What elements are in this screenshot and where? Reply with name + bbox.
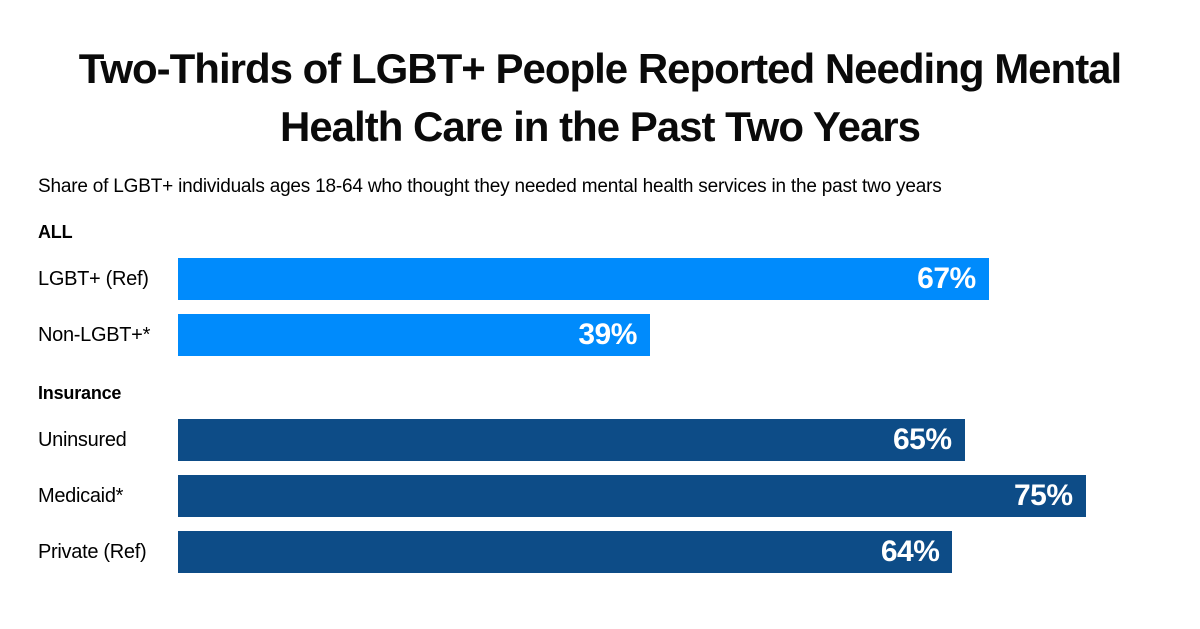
bar-value-label: 64% (880, 535, 940, 568)
bar: 39% (178, 314, 650, 356)
bar: 75% (178, 475, 1086, 517)
bar-track: 75% (178, 475, 1162, 517)
bar-track: 67% (178, 258, 1162, 300)
bar-track: 39% (178, 314, 1162, 356)
group-heading: Insurance (38, 383, 122, 403)
bar-category-label: Private (Ref) (38, 540, 147, 563)
bar-group: ALL LGBT+ (Ref) 67% Non-LGBT+* 39% (38, 222, 1162, 356)
bar-row: LGBT+ (Ref) 67% (38, 258, 1162, 300)
bar-track: 65% (178, 419, 1162, 461)
bar-category-label: Non-LGBT+* (38, 323, 151, 346)
chart-title-line2: Health Care in the Past Two Years (279, 103, 921, 150)
chart-title: Two-Thirds of LGBT+ People Reported Need… (38, 40, 1162, 156)
bar-group: Insurance Uninsured 65% Medicaid* 75% Private… (38, 383, 1162, 573)
group-heading: ALL (38, 222, 73, 242)
chart-title-line1: Two-Thirds of LGBT+ People Reported Need… (78, 45, 1122, 92)
bar-category-label: Uninsured (38, 428, 127, 451)
bar-row: Private (Ref) 64% (38, 531, 1162, 573)
bar-value-label: 39% (578, 318, 637, 351)
bar: 64% (178, 531, 953, 573)
bar-row: Medicaid* 75% (38, 475, 1162, 517)
bar-row: Uninsured 65% (38, 419, 1162, 461)
bar-category-label: Medicaid* (38, 484, 124, 507)
bar: 67% (178, 258, 989, 300)
chart-subtitle: Share of LGBT+ individuals ages 18-64 wh… (38, 176, 942, 197)
bar: 65% (178, 419, 965, 461)
bar-category-label: LGBT+ (Ref) (38, 267, 149, 290)
bar-value-label: 75% (1013, 479, 1073, 512)
bar-chart: ALL LGBT+ (Ref) 67% Non-LGBT+* 39% Insurance U… (38, 222, 1162, 573)
bar-value-label: 65% (892, 423, 952, 456)
bar-track: 64% (178, 531, 1162, 573)
bar-row: Non-LGBT+* 39% (38, 314, 1162, 356)
bar-value-label: 67% (917, 262, 976, 295)
chart-page: Two-Thirds of LGBT+ People Reported Need… (0, 40, 1200, 629)
